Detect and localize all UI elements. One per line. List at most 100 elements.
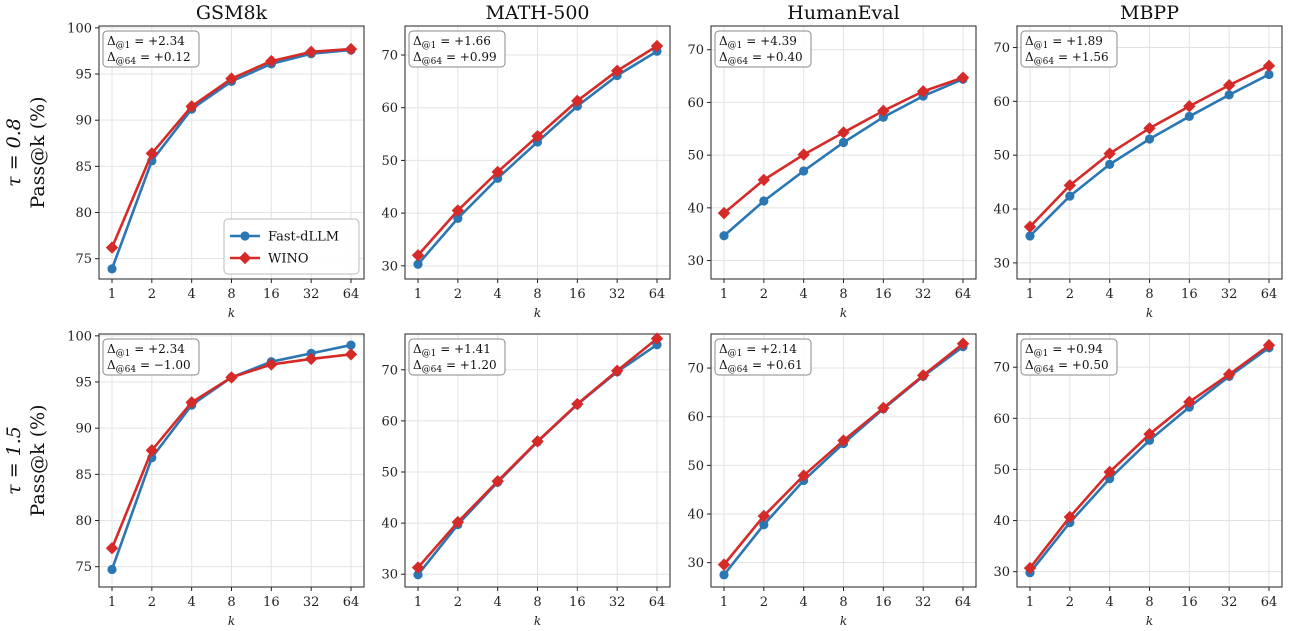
x-tick-label: 2: [454, 595, 462, 610]
delta-annotation: Δ@1 = +1.66Δ@64 = +0.99: [408, 30, 506, 68]
x-tick-label: 8: [839, 287, 847, 302]
data-point-fast-dllm: [1065, 191, 1075, 201]
subplot-title: MATH-500: [485, 2, 589, 24]
delta-annotation: Δ@1 = +1.41Δ@64 = +1.20: [408, 338, 506, 376]
data-point-wino: [225, 371, 238, 384]
data-point-wino: [1023, 561, 1037, 575]
x-tick-label: 4: [494, 287, 502, 302]
data-point-wino: [877, 104, 890, 118]
x-tick-label: 8: [1145, 287, 1153, 302]
delta-annotation: Δ@1 = +4.39Δ@64 = +0.40: [714, 30, 812, 68]
y-tick-label: 60: [381, 101, 398, 116]
y-tick-label: 30: [993, 256, 1010, 271]
data-point-wino: [877, 401, 890, 415]
x-tick-label: 64: [343, 595, 360, 610]
data-point-fast-dllm: [719, 231, 729, 241]
data-point-wino: [185, 396, 198, 409]
y-tick-label: 85: [75, 160, 92, 175]
y-tick-label: 95: [75, 68, 92, 83]
data-point-wino: [956, 71, 970, 84]
y-tick-label: 80: [75, 514, 92, 529]
data-point-wino: [1222, 79, 1236, 92]
delta-annotation: Δ@1 = +0.94Δ@64 = +0.50: [1020, 338, 1118, 376]
x-tick-label: 1: [108, 287, 116, 302]
y-tick-label: 50: [687, 459, 704, 474]
x-tick-label: 16: [1181, 287, 1198, 302]
data-point-wino: [451, 515, 465, 529]
data-point-wino: [531, 435, 544, 448]
data-point-wino: [650, 332, 664, 345]
data-point-fast-dllm: [1264, 69, 1274, 80]
x-tick-label: 64: [343, 287, 360, 302]
x-tick-label: 2: [148, 287, 156, 302]
data-point-fast-dllm: [107, 264, 117, 274]
delta-annotation: Δ@1 = +2.34Δ@64 = −1.00: [102, 338, 200, 376]
y-tick-label: 30: [381, 568, 398, 583]
annotation-box: [1020, 338, 1118, 376]
data-point-wino: [344, 42, 358, 56]
data-point-wino: [411, 249, 425, 262]
data-point-wino: [344, 348, 358, 361]
data-point-fast-dllm: [413, 570, 423, 580]
x-tick-label: 32: [915, 595, 932, 610]
x-tick-label: 2: [760, 287, 768, 302]
legend-marker-diamond: [238, 251, 252, 265]
y-tick-label: 90: [75, 114, 92, 129]
row-tau-label: τ = 0.8: [3, 118, 25, 187]
data-point-wino: [956, 337, 970, 350]
data-point-wino: [717, 206, 731, 220]
y-tick-label: 50: [993, 149, 1010, 164]
x-tick-label: 16: [263, 595, 280, 610]
data-point-wino: [1183, 395, 1196, 409]
data-point-wino: [531, 129, 544, 143]
y-tick-label: 70: [687, 362, 704, 377]
delta-annotation: Δ@1 = +2.14Δ@64 = +0.61: [714, 338, 812, 376]
delta-annotation: Δ@1 = +2.34Δ@64 = +0.12: [102, 30, 200, 68]
row-label-1: τ = 1.5 Pass@k (%): [3, 404, 49, 516]
annotation-box: [102, 30, 200, 68]
y-tick-label: 30: [687, 254, 704, 269]
data-point-wino: [916, 85, 930, 98]
data-point-wino: [837, 126, 850, 139]
y-tick-label: 60: [381, 414, 398, 429]
annotation-delta-at-64: Δ@64 = +1.56: [1025, 50, 1109, 67]
data-point-wino: [304, 45, 318, 59]
data-point-wino: [571, 94, 584, 108]
y-tick-label: 40: [381, 517, 398, 532]
data-point-fast-dllm: [759, 196, 769, 206]
x-tick-label: 2: [1066, 595, 1074, 610]
data-point-wino: [411, 561, 425, 574]
annotation-delta-at-1: Δ@1 = +1.89: [1025, 34, 1103, 51]
x-tick-label: 1: [720, 287, 728, 302]
x-tick-label: 8: [227, 595, 235, 610]
subplot-humaneval-2: 1 2 4 8 16 32 64 30 40 50 60 70 k HumanEval Δ@1 = +4.3…: [687, 2, 977, 320]
x-tick-label: 8: [1145, 595, 1153, 610]
data-point-fast-dllm: [1025, 231, 1035, 241]
x-tick-label: 1: [1026, 287, 1034, 302]
x-tick-label: 2: [760, 595, 768, 610]
y-tick-label: 40: [993, 514, 1010, 529]
data-point-wino: [571, 397, 584, 411]
x-tick-label: 2: [148, 595, 156, 610]
legend-marker-circle: [240, 231, 250, 241]
data-point-wino: [451, 204, 465, 217]
x-tick-label: 8: [533, 595, 541, 610]
x-axis-label: k: [1146, 614, 1153, 628]
annotation-delta-at-64: Δ@64 = +0.61: [719, 358, 803, 375]
subplot-title: MBPP: [1120, 2, 1179, 24]
subplot-title: HumanEval: [787, 2, 899, 24]
row-ylabel: Pass@k (%): [27, 96, 49, 208]
y-tick-label: 95: [75, 376, 92, 391]
annotation-delta-at-64: Δ@64 = +0.12: [107, 50, 191, 67]
annotation-box: [408, 338, 506, 376]
annotation-delta-at-1: Δ@1 = +4.39: [719, 34, 797, 51]
y-tick-label: 30: [993, 565, 1010, 580]
y-tick-label: 60: [687, 410, 704, 425]
x-tick-label: 4: [800, 287, 808, 302]
delta-annotation: Δ@1 = +1.89Δ@64 = +1.56: [1020, 30, 1118, 68]
annotation-delta-at-1: Δ@1 = +0.94: [1025, 342, 1103, 359]
data-point-wino: [265, 358, 278, 371]
y-tick-label: 40: [381, 207, 398, 222]
